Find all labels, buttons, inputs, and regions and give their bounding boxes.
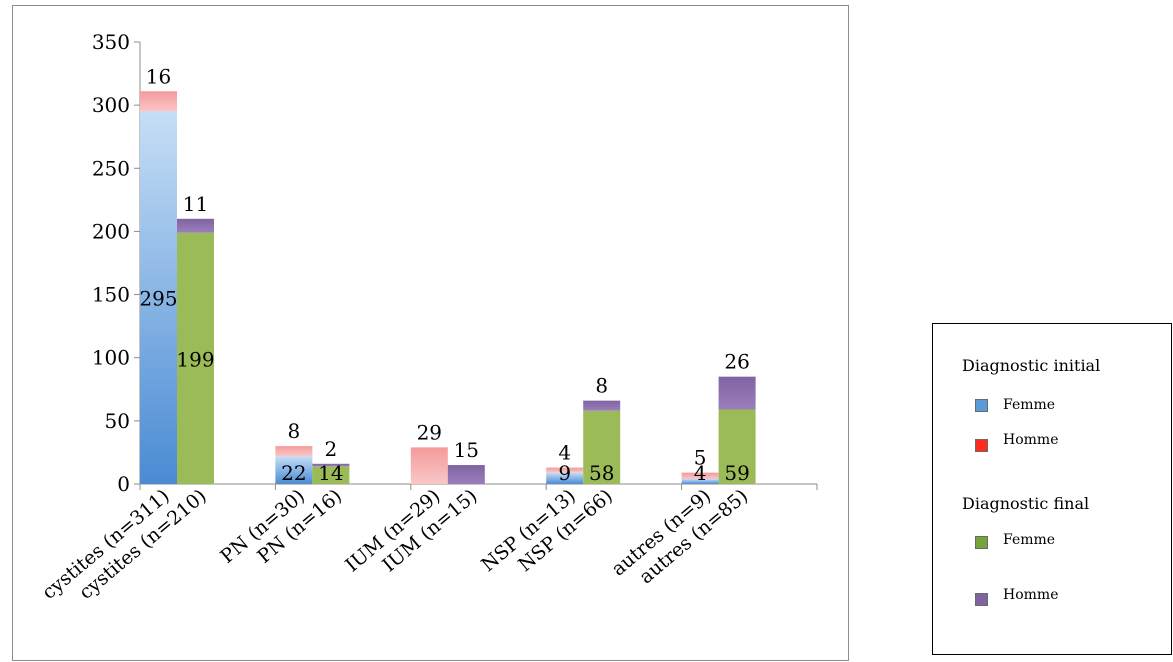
label-final-homme: 11 <box>183 192 208 216</box>
label-final-homme: 2 <box>325 437 338 461</box>
label-final-homme: 26 <box>724 350 749 374</box>
legend-heading-initial: Diagnostic initial <box>962 356 1101 375</box>
bar-final-femme <box>177 232 214 484</box>
label-initial-homme: 4 <box>558 441 571 465</box>
legend-label-initial-homme: Homme <box>1003 432 1059 448</box>
bar-initial-homme <box>275 446 313 457</box>
legend: Diagnostic initial Femme Homme Diagnosti… <box>932 323 1172 655</box>
legend-label-final-femme: Femme <box>1003 532 1056 548</box>
bar-initial-femme <box>546 472 584 484</box>
label-initial-femme: 9 <box>558 461 571 485</box>
bar-initial-femme <box>681 478 719 484</box>
legend-swatch-initial-homme <box>975 439 988 452</box>
legend-swatch-initial-femme <box>975 399 988 412</box>
bar-initial-femme <box>275 456 313 484</box>
bar-final-femme <box>312 466 350 484</box>
label-initial-homme: 29 <box>417 420 442 444</box>
label-final-femme: 59 <box>724 461 749 485</box>
label-initial-homme: 16 <box>146 64 171 88</box>
label-initial-femme: 295 <box>139 287 177 311</box>
bar-initial-homme <box>410 447 448 484</box>
legend-swatch-final-homme <box>975 593 988 606</box>
label-final-homme: 8 <box>595 374 608 398</box>
bar-final-homme <box>177 218 214 233</box>
bar-initial-homme <box>140 91 177 112</box>
y-tick-label: 350 <box>92 30 130 54</box>
bar-final-femme <box>583 410 621 484</box>
legend-swatch-final-femme <box>975 536 988 549</box>
label-initial-femme: 22 <box>281 461 306 485</box>
label-initial-homme: 5 <box>694 446 707 470</box>
label-final-femme: 14 <box>318 461 343 485</box>
bar-initial-homme <box>546 467 584 473</box>
y-tick-label: 300 <box>92 93 130 117</box>
bar-initial-homme <box>681 472 719 479</box>
label-initial-femme: 4 <box>694 461 707 485</box>
bar-final-homme <box>447 465 485 484</box>
y-tick-label: 0 <box>117 472 130 496</box>
y-tick-label: 100 <box>92 346 130 370</box>
legend-heading-final: Diagnostic final <box>962 494 1090 513</box>
bar-initial-femme <box>140 111 177 484</box>
label-initial-homme: 8 <box>288 419 301 443</box>
bar-final-homme <box>312 463 350 467</box>
y-tick-label: 150 <box>92 283 130 307</box>
legend-label-initial-femme: Femme <box>1003 397 1056 413</box>
label-final-femme: 58 <box>589 461 614 485</box>
label-final-homme: 15 <box>454 438 479 462</box>
y-tick-label: 250 <box>92 156 130 180</box>
bar-final-femme <box>718 409 756 484</box>
bar-final-homme <box>718 376 756 410</box>
y-tick-label: 50 <box>105 409 130 433</box>
bar-final-homme <box>583 400 621 411</box>
y-tick-label: 200 <box>92 219 130 243</box>
label-final-femme: 199 <box>176 347 214 371</box>
legend-label-final-homme: Homme <box>1003 587 1059 603</box>
